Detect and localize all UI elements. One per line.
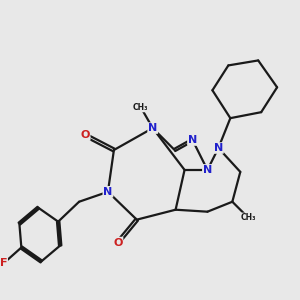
Text: N: N [203,165,212,175]
Text: F: F [0,258,7,268]
Text: N: N [103,187,112,197]
Text: CH₃: CH₃ [133,103,148,112]
Text: N: N [148,123,157,133]
Text: N: N [214,143,223,153]
Text: CH₃: CH₃ [241,213,256,222]
Text: O: O [80,130,90,140]
Text: N: N [188,135,197,145]
Text: O: O [113,238,123,248]
